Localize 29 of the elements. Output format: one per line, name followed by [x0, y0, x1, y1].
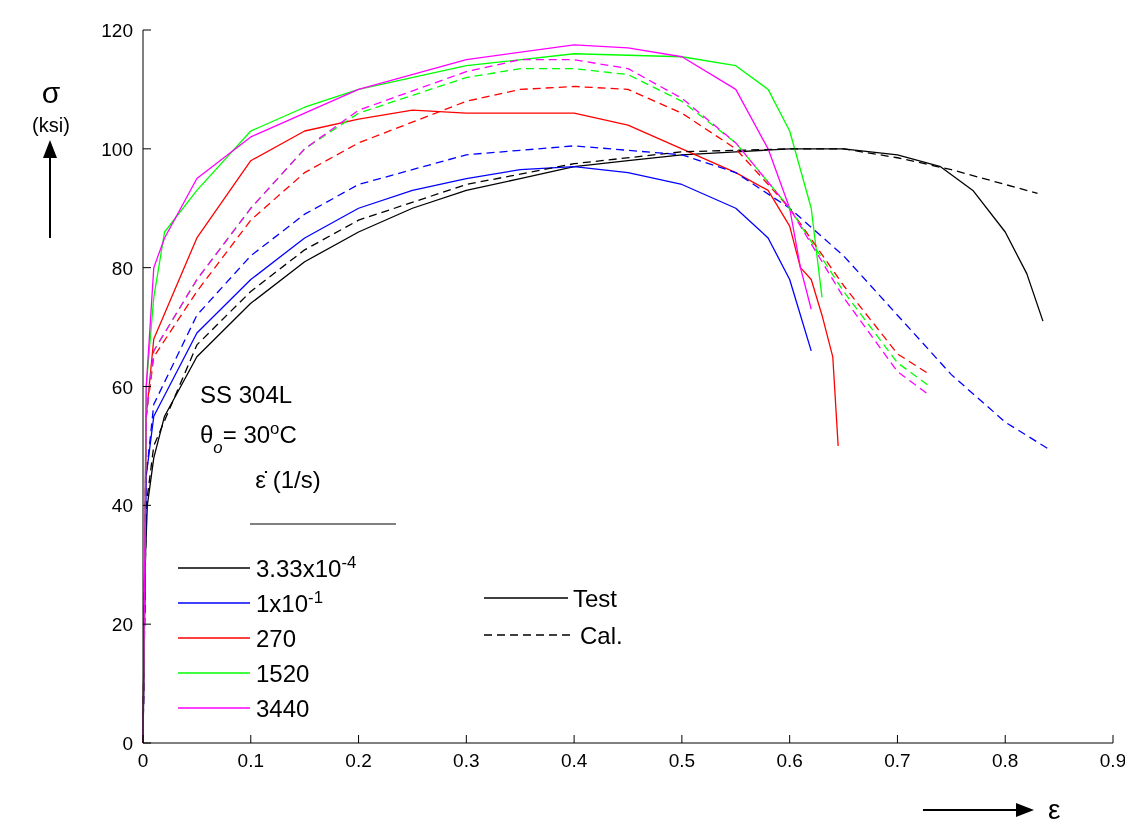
annotation: Test: [573, 585, 618, 612]
x-tick-label: 0.6: [776, 750, 803, 771]
x-tick-label: 0.4: [560, 750, 588, 771]
legend-label: 1x10$^{-1}$: [256, 587, 323, 617]
x-tick-label: 0.9: [1099, 750, 1125, 771]
x-tick-label: 0.1: [237, 750, 264, 771]
legend-label: 3440: [256, 695, 310, 722]
y-tick-label: 20: [111, 614, 133, 636]
x-tick-label: 0: [137, 750, 149, 771]
annotation: Cal.: [580, 622, 623, 649]
y-tick-label: 80: [111, 257, 133, 279]
x-tick-label: 0.5: [668, 750, 696, 771]
y-tick-label: 0: [122, 733, 133, 754]
annotation: SS 304L: [200, 381, 293, 408]
y-tick-label: 40: [111, 495, 133, 517]
legend-label: 270: [256, 625, 297, 652]
y-axis-title: σ (ksi): [32, 76, 70, 136]
x-tick-label: 0.2: [345, 750, 372, 771]
legend-label: 3.33x10$^{-4}$: [256, 552, 357, 582]
annotation: θ$_{o}$= 30$^{o}$C: [200, 418, 297, 457]
x-tick-label: 0.3: [453, 750, 480, 771]
x-tick-label: 0.8: [992, 750, 1019, 771]
legend-title: ε̇ (1/s): [255, 466, 321, 493]
x-axis-title: ε: [1048, 794, 1061, 820]
legend-label: 1520: [256, 660, 310, 687]
y-tick-label: 100: [101, 138, 133, 160]
x-tick-label: 0.7: [884, 750, 911, 771]
y-tick-label: 120: [101, 20, 133, 41]
y-tick-label: 60: [111, 376, 133, 398]
